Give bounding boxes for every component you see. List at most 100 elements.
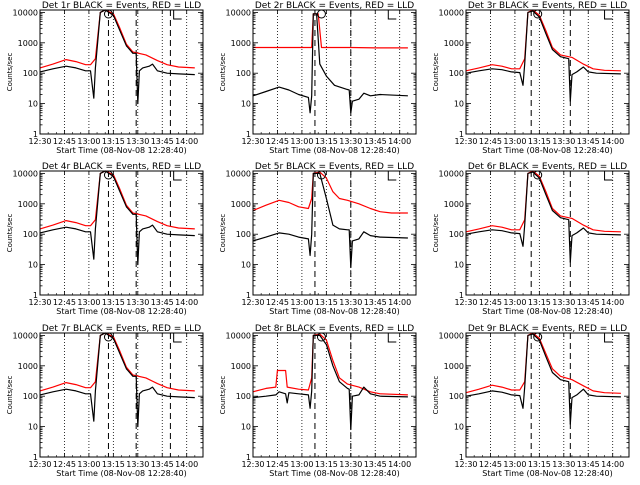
- x-tick-label: 12:30: [241, 137, 264, 146]
- bracket-marker: [604, 333, 613, 343]
- x-axis-label: Start Time (08-Nov-08 12:28:40): [56, 146, 186, 155]
- detector-panel: Det 1r BLACK = Events, RED = LLD 1 10 100 10…: [6, 1, 204, 155]
- y-tick-label: 10000: [439, 169, 464, 178]
- x-tick-label: 13:15: [528, 137, 551, 146]
- series-line-events: [465, 333, 621, 425]
- series-line-events: [465, 10, 621, 102]
- y-axis-label: Counts/sec: [219, 376, 227, 415]
- series-line-lld: [252, 333, 408, 396]
- x-tick-label: 13:00: [503, 137, 526, 146]
- x-tick-label: 12:45: [479, 460, 502, 469]
- x-tick-label: 13:30: [339, 460, 362, 469]
- x-tick-label: 13:00: [290, 460, 313, 469]
- y-axis-label: Counts/sec: [432, 214, 440, 253]
- x-tick-label: 13:30: [552, 460, 575, 469]
- y-tick-label: 10000: [439, 8, 464, 17]
- y-tick-label: 100: [236, 69, 251, 78]
- x-tick-label: 12:30: [28, 137, 51, 146]
- x-tick-label: 13:15: [102, 137, 125, 146]
- x-tick-label: 14:00: [388, 460, 411, 469]
- x-tick-label: 14:00: [175, 460, 198, 469]
- bracket-marker: [387, 333, 397, 343]
- y-axis-label: Counts/sec: [219, 53, 227, 92]
- y-axis-label: Counts/sec: [6, 214, 14, 253]
- x-tick-label: 12:30: [28, 460, 51, 469]
- x-axis-label: Start Time (08-Nov-08 12:28:40): [269, 469, 399, 478]
- x-tick-label: 12:45: [266, 460, 289, 469]
- y-axis-label: Counts/sec: [432, 53, 440, 92]
- y-tick-label: 10: [241, 261, 251, 270]
- y-tick-label: 1: [459, 453, 464, 462]
- series-line-lld: [39, 9, 195, 69]
- detector-panel: Det 9r BLACK = Events, RED = LLD 1 10 100 10…: [432, 324, 630, 478]
- y-tick-label: 1000: [18, 200, 38, 209]
- detector-panel: Det 3r BLACK = Events, RED = LLD 1 10 100 10…: [432, 1, 630, 155]
- detector-panel: Det 2r BLACK = Events, RED = LLD 1 10 100 10…: [219, 1, 417, 155]
- x-tick-label: 13:45: [577, 298, 600, 307]
- x-axis-label: Start Time (08-Nov-08 12:28:40): [482, 146, 612, 155]
- y-tick-label: 100: [23, 230, 38, 239]
- chart-title: Det 6r BLACK = Events, RED = LLD: [468, 162, 627, 172]
- x-axis-label: Start Time (08-Nov-08 12:28:40): [269, 146, 399, 155]
- x-tick-label: 13:00: [290, 298, 313, 307]
- y-tick-label: 1: [246, 130, 251, 139]
- x-tick-label: 12:30: [241, 298, 264, 307]
- y-tick-label: 1: [33, 130, 38, 139]
- chart-title: Det 8r BLACK = Events, RED = LLD: [255, 324, 414, 334]
- x-tick-label: 14:00: [175, 137, 198, 146]
- series-line-lld: [39, 170, 195, 230]
- x-tick-label: 13:00: [77, 460, 100, 469]
- series-line-events: [252, 334, 408, 431]
- y-tick-label: 1: [33, 453, 38, 462]
- x-tick-label: 14:00: [601, 137, 624, 146]
- y-tick-label: 10000: [13, 169, 38, 178]
- series-line-events: [39, 170, 195, 266]
- x-tick-label: 13:00: [290, 137, 313, 146]
- x-tick-label: 13:45: [364, 137, 387, 146]
- detector-panel: Det 4r BLACK = Events, RED = LLD 1 10 100 10…: [6, 162, 204, 316]
- y-tick-label: 1000: [18, 362, 38, 371]
- detector-panel: Det 5r BLACK = Events, RED = LLD 1 10 100 10…: [219, 162, 417, 316]
- chart-title: Det 2r BLACK = Events, RED = LLD: [255, 1, 414, 11]
- y-tick-label: 1000: [231, 362, 251, 371]
- y-axis-label: Counts/sec: [219, 214, 227, 253]
- x-tick-label: 13:00: [77, 298, 100, 307]
- series-line-events: [39, 332, 195, 428]
- y-tick-label: 100: [23, 69, 38, 78]
- bracket-marker: [173, 333, 182, 343]
- x-tick-label: 13:30: [126, 298, 149, 307]
- x-tick-label: 12:45: [479, 137, 502, 146]
- y-axis-label: Counts/sec: [432, 376, 440, 415]
- bracket-marker: [604, 171, 613, 181]
- y-tick-label: 10: [454, 100, 464, 109]
- y-tick-label: 10000: [13, 8, 38, 17]
- y-tick-label: 100: [449, 230, 464, 239]
- x-tick-label: 13:45: [577, 460, 600, 469]
- y-tick-label: 100: [449, 392, 464, 401]
- series-line-events: [465, 171, 621, 263]
- x-tick-label: 13:15: [528, 460, 551, 469]
- y-tick-label: 1: [459, 291, 464, 300]
- x-tick-label: 12:30: [28, 298, 51, 307]
- x-tick-label: 12:45: [266, 298, 289, 307]
- chart-title: Det 5r BLACK = Events, RED = LLD: [255, 162, 414, 172]
- series-line-lld: [465, 170, 621, 233]
- x-axis-label: Start Time (08-Nov-08 12:28:40): [56, 469, 186, 478]
- bracket-marker: [387, 171, 397, 181]
- x-tick-label: 13:15: [315, 137, 338, 146]
- x-tick-label: 12:45: [53, 137, 76, 146]
- y-tick-label: 100: [449, 69, 464, 78]
- y-tick-label: 10: [28, 100, 38, 109]
- series-line-events: [252, 172, 408, 269]
- x-tick-label: 14:00: [388, 137, 411, 146]
- x-tick-label: 12:30: [454, 298, 477, 307]
- y-tick-label: 100: [236, 230, 251, 239]
- x-tick-label: 13:45: [151, 137, 174, 146]
- x-tick-label: 13:30: [126, 460, 149, 469]
- y-axis-label: Counts/sec: [6, 53, 14, 92]
- x-tick-label: 13:00: [503, 460, 526, 469]
- series-line-events: [252, 13, 408, 114]
- x-tick-label: 14:00: [388, 298, 411, 307]
- series-line-lld: [465, 332, 621, 394]
